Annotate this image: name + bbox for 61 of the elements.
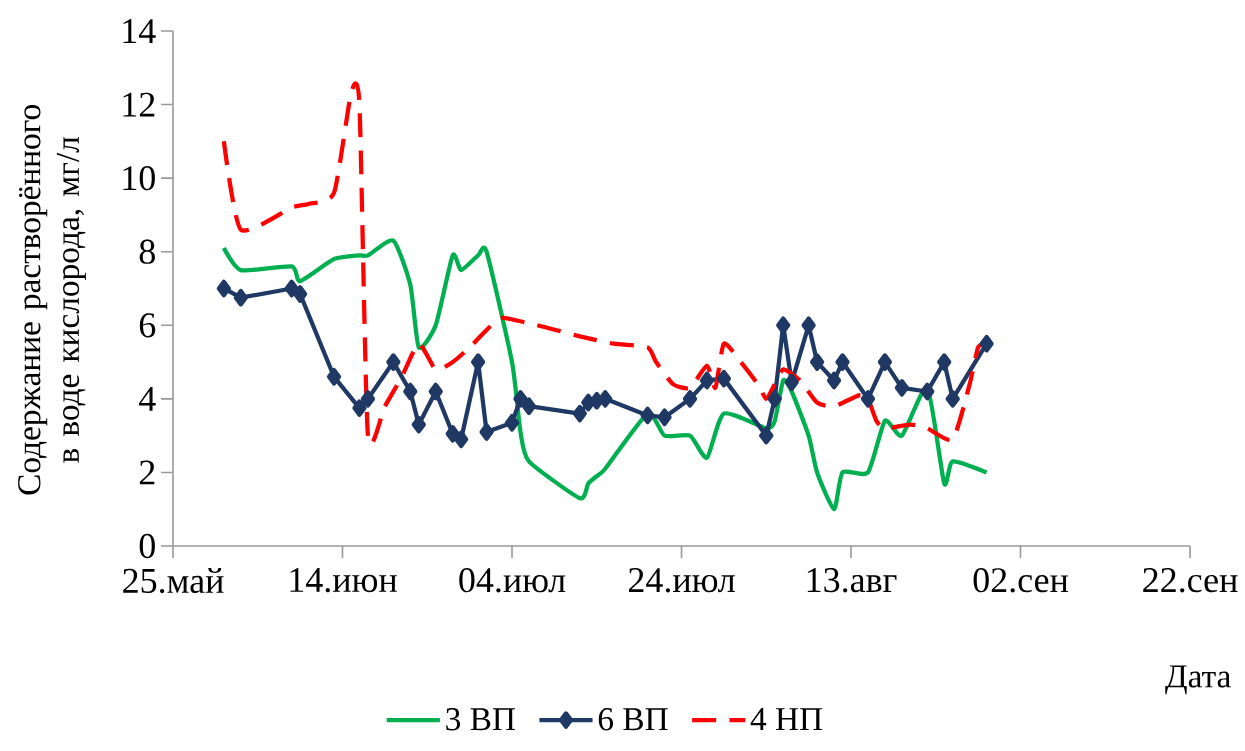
point xyxy=(428,382,443,401)
y-tick-label: 14 xyxy=(123,19,156,43)
x-tick-label: 14.июн xyxy=(290,568,397,593)
point xyxy=(326,367,342,386)
point xyxy=(504,413,520,432)
point xyxy=(640,406,655,425)
y-tick-label: 8 xyxy=(139,239,155,264)
point xyxy=(682,390,698,408)
point xyxy=(292,285,308,303)
point xyxy=(716,369,732,388)
point xyxy=(513,390,528,408)
point xyxy=(521,397,537,416)
legend-label: 6 ВП xyxy=(598,708,668,731)
point xyxy=(699,371,715,390)
point xyxy=(937,353,952,371)
point xyxy=(233,288,248,307)
point xyxy=(860,390,876,408)
legend-label: 3 ВП xyxy=(446,708,515,731)
y-tick-label: 10 xyxy=(123,165,155,191)
point xyxy=(479,423,494,441)
x-tick-label: 04.июл xyxy=(459,568,566,593)
point xyxy=(877,353,893,371)
legend-label: 4 НП xyxy=(750,708,823,731)
point xyxy=(759,426,774,445)
x-tick-label: 22.сен xyxy=(1143,568,1238,593)
y-tick-label: 4 xyxy=(139,387,156,411)
point xyxy=(454,430,469,449)
line-series xyxy=(221,238,989,512)
point xyxy=(216,279,231,298)
point xyxy=(352,399,367,417)
x-tick-label: 02.сен xyxy=(973,568,1068,593)
point xyxy=(809,353,825,371)
point xyxy=(767,390,782,408)
y-tick-label: 12 xyxy=(123,92,155,117)
point xyxy=(835,353,850,371)
point xyxy=(776,316,791,335)
point xyxy=(979,334,994,353)
point xyxy=(284,279,299,298)
point xyxy=(894,379,909,397)
point xyxy=(945,390,960,408)
x-tick-label: 24.июл xyxy=(628,568,735,593)
x-axis-title: Дата xyxy=(1165,665,1231,695)
point xyxy=(403,382,418,401)
point xyxy=(801,316,816,335)
y-tick-label: 6 xyxy=(139,313,156,338)
point xyxy=(598,390,613,408)
point xyxy=(826,371,842,390)
point xyxy=(920,382,935,401)
y-axis-title: Содержание растворённого в воде кислорода, мг/л xyxy=(18,105,86,495)
y-tick-label: 0 xyxy=(139,533,155,559)
x-tick-label: 13.авг xyxy=(807,568,897,593)
point xyxy=(657,408,672,427)
point xyxy=(360,390,376,408)
point xyxy=(470,353,486,371)
x-tick-label: 25.май xyxy=(123,568,224,594)
point xyxy=(411,415,426,434)
point xyxy=(572,404,587,423)
y-tick-label: 2 xyxy=(139,460,155,485)
point xyxy=(445,425,460,443)
point xyxy=(386,353,401,371)
point xyxy=(784,373,799,392)
